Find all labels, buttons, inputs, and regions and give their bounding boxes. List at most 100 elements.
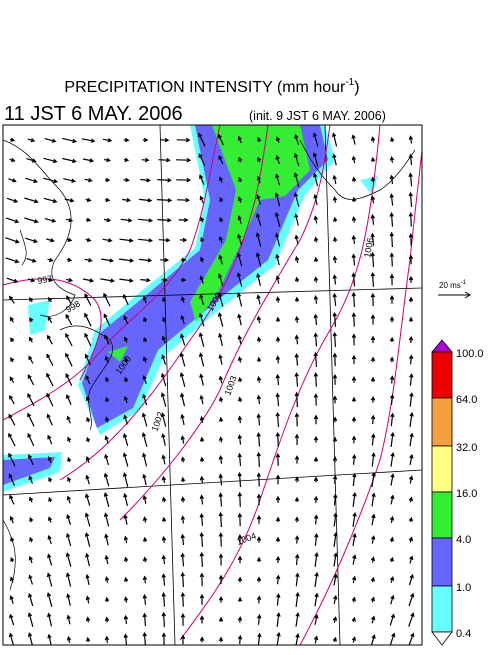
wind-arrow <box>275 154 280 165</box>
wind-arrow <box>142 575 148 584</box>
wind-arrow <box>103 491 110 507</box>
wind-arrow <box>5 257 20 264</box>
wind-arrow <box>180 456 186 463</box>
wind-arrow <box>408 354 414 365</box>
wind-arrow <box>44 138 57 143</box>
wind-arrow <box>180 333 186 346</box>
wind-arrow <box>27 433 35 447</box>
wind-arrow <box>67 436 72 443</box>
wind-arrow <box>351 435 357 444</box>
wind-arrow <box>180 634 186 645</box>
wind-arrow <box>370 314 376 325</box>
wind-arrow <box>275 173 281 186</box>
wind-arrow <box>123 514 128 525</box>
wind-arrow <box>389 536 394 543</box>
wind-arrow <box>351 596 356 603</box>
wind-arrow <box>161 554 166 565</box>
wind-arrow <box>142 356 148 363</box>
wind-arrow <box>66 394 72 405</box>
wind-arrow <box>256 536 262 543</box>
wind-arrow <box>370 395 376 403</box>
wind-arrow <box>274 192 281 207</box>
wind-arrow <box>180 296 186 303</box>
wind-arrow <box>124 336 129 343</box>
wind-scale-label: 20 ms-1 <box>439 280 467 290</box>
wind-arrow <box>28 355 34 364</box>
wind-arrow <box>257 632 262 645</box>
wind-arrow <box>48 476 53 483</box>
wind-arrow <box>218 332 223 347</box>
wind-arrow <box>256 272 261 286</box>
wind-arrow <box>390 412 395 427</box>
wind-arrow <box>370 195 376 204</box>
wind-arrow <box>390 452 395 467</box>
wind-arrow <box>199 456 205 463</box>
wind-arrow <box>140 277 151 283</box>
wind-arrow <box>313 393 319 406</box>
wind-arrow <box>332 255 338 264</box>
wind-arrow <box>352 491 357 507</box>
colorbar <box>431 339 453 646</box>
wind-arrow <box>66 635 72 644</box>
contour-label: 998 <box>64 299 82 315</box>
wind-arrow <box>175 157 192 163</box>
wind-arrow <box>218 596 224 603</box>
wind-arrow <box>294 412 300 427</box>
wind-arrow <box>389 515 395 524</box>
wind-arrow <box>295 553 300 566</box>
wind-arrow <box>176 177 192 183</box>
wind-arrow <box>218 396 224 403</box>
wind-arrow <box>237 512 243 527</box>
wind-arrow <box>275 516 281 523</box>
wind-arrow <box>199 436 205 443</box>
wind-arrow <box>313 514 319 525</box>
wind-arrow <box>408 153 413 166</box>
wind-arrow <box>408 536 414 543</box>
wind-arrow <box>274 211 281 227</box>
wind-arrow <box>199 394 204 405</box>
wind-arrow <box>409 392 414 407</box>
wind-arrow <box>101 258 115 263</box>
wind-arrow <box>180 476 186 483</box>
wind-arrow <box>294 476 300 483</box>
wind-arrow <box>138 198 153 203</box>
wind-arrow <box>408 275 414 283</box>
wind-arrow <box>218 254 223 265</box>
wind-arrow <box>256 556 262 563</box>
precip-blue <box>3 457 55 485</box>
wind-arrow <box>8 413 16 426</box>
wind-arrow <box>314 551 319 567</box>
wind-arrow <box>161 335 166 344</box>
wind-arrow <box>199 615 205 624</box>
wind-arrow <box>238 156 243 163</box>
wind-arrow <box>48 496 53 503</box>
wind-arrow <box>199 572 205 587</box>
wind-arrow <box>332 616 338 623</box>
wind-arrow <box>370 376 376 383</box>
wind-arrow <box>179 237 188 243</box>
wind-arrow <box>123 535 129 544</box>
wind-arrow <box>237 576 243 583</box>
wind-arrow <box>65 373 73 387</box>
wind-arrow <box>332 416 338 423</box>
wind-arrow <box>198 352 205 367</box>
wind-arrow <box>275 495 281 503</box>
wind-arrow <box>389 613 395 626</box>
wind-arrow <box>122 293 129 306</box>
wind-arrow <box>85 374 91 385</box>
contour-label: 1002 <box>149 410 165 432</box>
wind-arrow <box>180 435 185 444</box>
wind-arrow <box>313 351 318 368</box>
wind-arrow <box>180 533 185 546</box>
wind-arrow <box>351 636 357 643</box>
wind-arrow <box>332 311 337 327</box>
wind-arrow <box>142 516 148 523</box>
wind-arrow <box>158 157 171 163</box>
wind-arrow <box>8 295 15 304</box>
wind-arrow <box>218 532 224 547</box>
wind-arrow <box>255 252 262 267</box>
wind-arrow <box>160 412 167 427</box>
wind-arrow <box>275 431 281 447</box>
wind-arrow <box>199 531 204 547</box>
wind-arrow <box>160 392 167 407</box>
